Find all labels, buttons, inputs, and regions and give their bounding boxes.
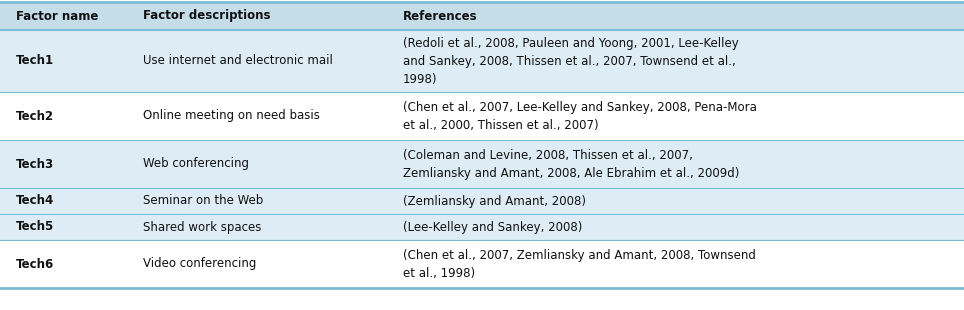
Text: Tech4: Tech4 (16, 194, 54, 207)
Text: Tech5: Tech5 (16, 220, 54, 233)
Text: Factor name: Factor name (16, 10, 98, 23)
Text: (Redoli et al., 2008, Pauleen and Yoong, 2001, Lee-Kelley
and Sankey, 2008, This: (Redoli et al., 2008, Pauleen and Yoong,… (403, 37, 738, 86)
Text: (Chen et al., 2007, Zemliansky and Amant, 2008, Townsend
et al., 1998): (Chen et al., 2007, Zemliansky and Amant… (403, 249, 756, 280)
Bar (0, 140, 964, 188)
Text: Factor descriptions: Factor descriptions (143, 10, 271, 23)
Text: Shared work spaces: Shared work spaces (143, 220, 261, 233)
Text: Tech3: Tech3 (16, 157, 54, 170)
Text: Tech2: Tech2 (16, 109, 54, 122)
Text: Online meeting on need basis: Online meeting on need basis (143, 109, 320, 122)
Bar (0, 92, 964, 140)
Text: Use internet and electronic mail: Use internet and electronic mail (143, 55, 333, 68)
Bar (0, 240, 964, 288)
Bar (0, 188, 964, 214)
Text: (Lee-Kelley and Sankey, 2008): (Lee-Kelley and Sankey, 2008) (403, 220, 582, 233)
Bar (0, 214, 964, 240)
Bar (0, 30, 964, 92)
Text: (Chen et al., 2007, Lee-Kelley and Sankey, 2008, Pena-Mora
et al., 2000, Thissen: (Chen et al., 2007, Lee-Kelley and Sanke… (403, 100, 757, 131)
Text: Web conferencing: Web conferencing (143, 157, 249, 170)
Text: (Zemliansky and Amant, 2008): (Zemliansky and Amant, 2008) (403, 194, 586, 207)
Text: Seminar on the Web: Seminar on the Web (143, 194, 263, 207)
Bar (0, 2, 964, 30)
Text: Tech1: Tech1 (16, 55, 54, 68)
Text: Tech6: Tech6 (16, 258, 54, 271)
Text: References: References (403, 10, 477, 23)
Text: Video conferencing: Video conferencing (143, 258, 256, 271)
Text: (Coleman and Levine, 2008, Thissen et al., 2007,
Zemliansky and Amant, 2008, Ale: (Coleman and Levine, 2008, Thissen et al… (403, 148, 739, 179)
